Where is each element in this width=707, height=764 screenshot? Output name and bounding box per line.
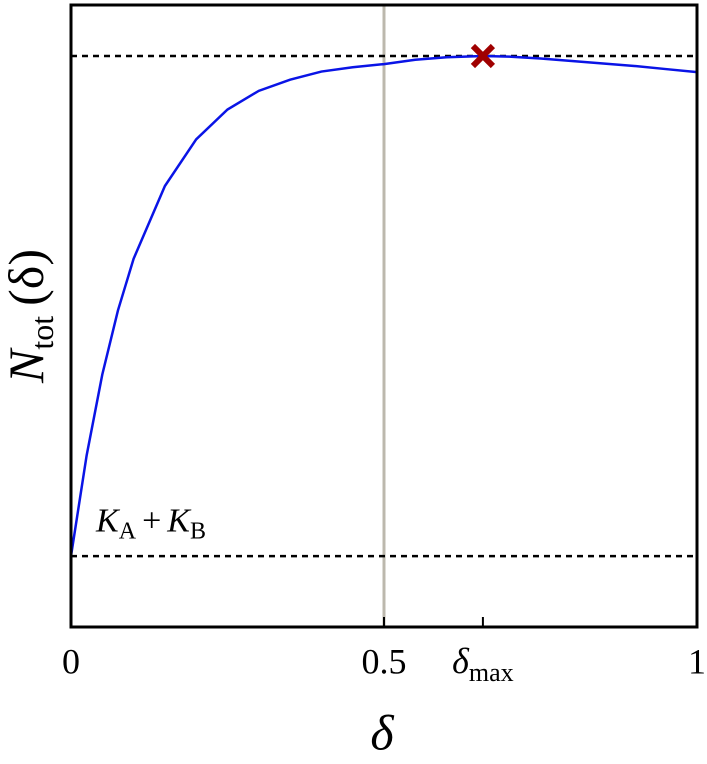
annotation-part: + <box>142 502 161 539</box>
x-axis-label: δ <box>370 704 394 760</box>
annotation-part: K <box>95 502 121 539</box>
x-tick-label: 0 <box>62 641 80 681</box>
annotation: KA + KB <box>95 502 206 544</box>
max-marker <box>470 43 496 69</box>
annotation-part: K <box>166 502 192 539</box>
plot-frame <box>69 3 699 629</box>
data-line <box>69 54 698 557</box>
annotation-part: A <box>119 518 137 544</box>
x-tick-label: 0.5 <box>362 641 407 681</box>
y-label-main: N <box>0 347 54 384</box>
y-label-rest: (δ) <box>0 249 54 306</box>
tick-label-main: δ <box>452 641 470 681</box>
y-label-sub: tot <box>24 316 60 350</box>
annotation-part: B <box>190 518 206 544</box>
tick-label-sub: max <box>469 658 514 687</box>
x-tick-label: δmax <box>452 641 514 687</box>
max-marker-cross <box>470 43 496 69</box>
y-axis-label: Ntot (δ) <box>0 249 60 384</box>
x-tick-label: 1 <box>688 641 706 681</box>
